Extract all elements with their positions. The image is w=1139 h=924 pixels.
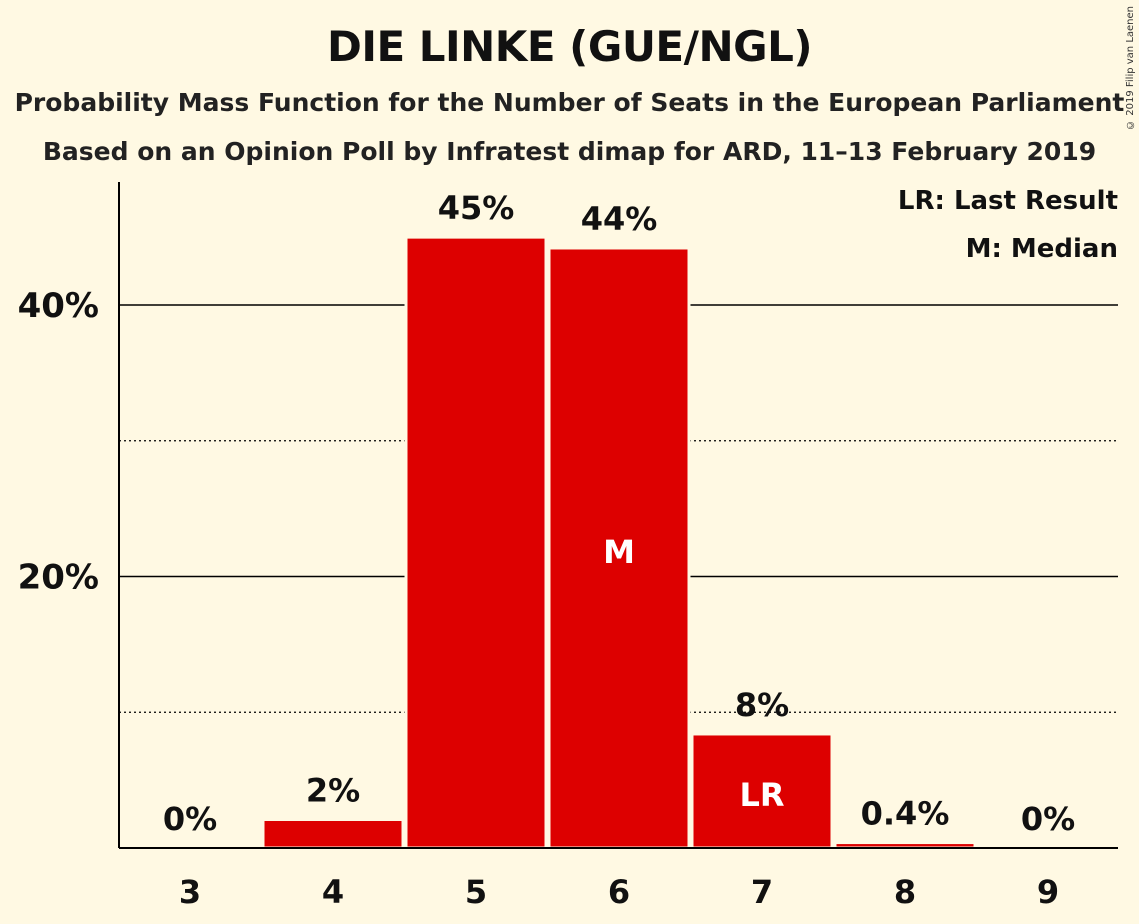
x-tick-label: 5 [465, 873, 487, 911]
bar [261, 817, 405, 850]
data-label: 0% [1021, 800, 1075, 838]
y-tick-label: 20% [18, 558, 99, 598]
data-label: 2% [306, 771, 360, 809]
legend: LR: Last Result M: Median [898, 186, 1118, 264]
legend-median: M: Median [966, 234, 1118, 264]
x-tick-label: 6 [608, 873, 630, 911]
data-label: 8% [735, 686, 789, 724]
data-label: 0% [163, 800, 217, 838]
data-label: 45% [438, 189, 515, 227]
data-labels: 0% 2% 45% 44% M 8% LR 0.4% 0% [163, 189, 1075, 838]
last-result-marker: LR [739, 776, 784, 814]
x-tick-labels: 3 4 5 6 7 8 9 [179, 873, 1059, 911]
median-marker: M [603, 533, 635, 571]
data-label: 44% [581, 200, 658, 238]
x-tick-label: 4 [322, 873, 344, 911]
chart-source-line: Based on an Opinion Poll by Infratest di… [42, 137, 1097, 166]
y-tick-label: 40% [18, 286, 99, 326]
data-label: 0.4% [861, 795, 950, 833]
x-tick-label: 8 [894, 873, 916, 911]
chart-subtitle: Probability Mass Function for the Number… [14, 88, 1125, 117]
bars [261, 235, 977, 850]
legend-last-result: LR: Last Result [898, 186, 1118, 216]
bar [404, 235, 548, 850]
axes [118, 182, 1118, 849]
x-tick-label: 3 [179, 873, 201, 911]
x-tick-label: 9 [1037, 873, 1059, 911]
x-tick-label: 7 [751, 873, 773, 911]
y-tick-labels: 20% 40% [18, 286, 99, 598]
chart-title: DIE LINKE (GUE/NGL) [326, 22, 813, 71]
